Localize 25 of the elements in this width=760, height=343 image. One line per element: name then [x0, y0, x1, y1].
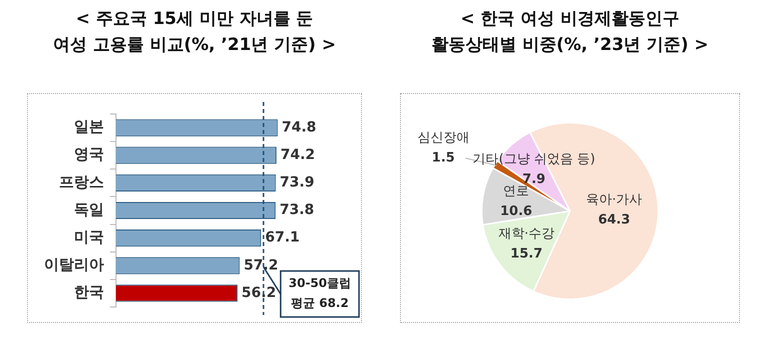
ref-line-label: 30-50클럽 평균 68.2: [288, 276, 352, 310]
chart-title: < 주요국 15세 미만 자녀를 둔 여성 고용률 비교(%, ’21년 기준) >: [52, 8, 337, 57]
y-tick-label: 영국: [74, 145, 104, 164]
y-tick-label: 프랑스: [59, 172, 104, 191]
data-label: 15.7: [510, 246, 542, 262]
data-label: 73.9: [280, 174, 314, 191]
data-label: 74.8: [282, 119, 316, 136]
y-tick-label: 한국: [74, 283, 104, 302]
y-tick-label: 미국: [74, 228, 104, 246]
data-label: 73.8: [280, 202, 314, 218]
data-label: 64.3: [598, 212, 630, 228]
data-label: 56.2: [242, 284, 276, 301]
data-label: 57.2: [244, 257, 278, 274]
data-label: 10.6: [500, 204, 532, 219]
data-label: 67.1: [265, 230, 300, 246]
chart-title: < 한국 여성 비경제활동인구 활동상태별 비중(%, ’23년 기준) >: [430, 8, 710, 57]
y-tick-label: 이탈리아: [44, 256, 104, 274]
data-label: 74.2: [280, 147, 316, 163]
slice-label: 육아·가사: [586, 192, 642, 208]
y-tick-label: 독일: [74, 200, 104, 218]
slice-label: 기타(그냥 쉬었음 등): [472, 152, 596, 168]
slice-label: 심신장애: [417, 130, 470, 146]
data-label: 1.5: [432, 150, 455, 166]
y-tick-label: 일본: [74, 118, 104, 136]
slice-label: 재학·수강: [498, 226, 555, 242]
